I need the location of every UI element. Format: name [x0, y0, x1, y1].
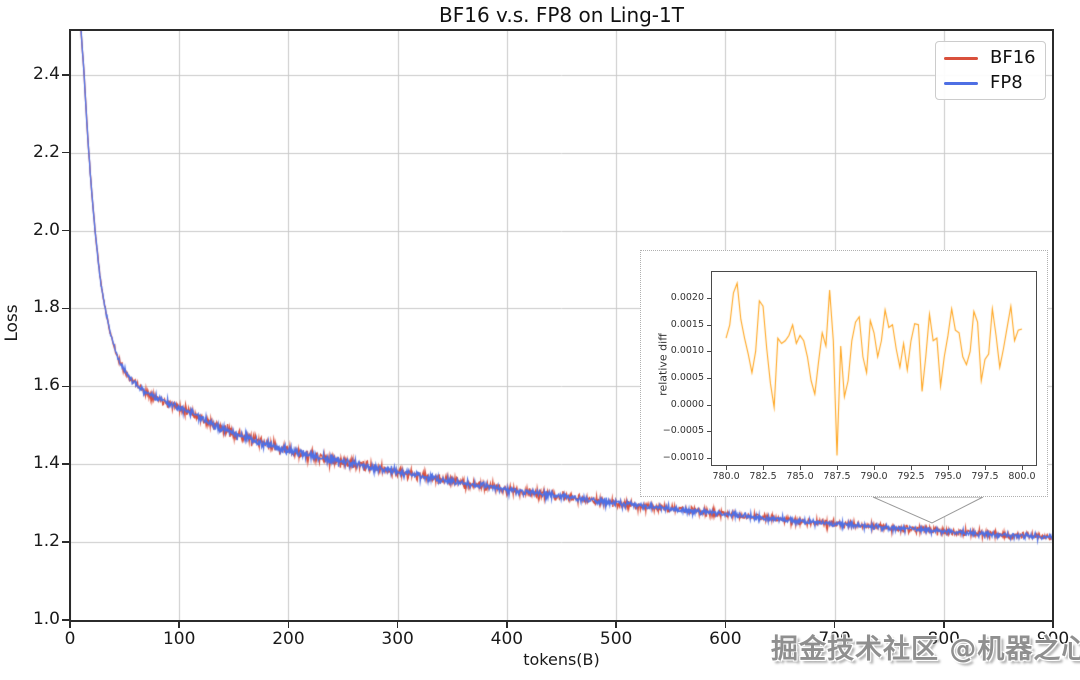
inset-y-tick-label: 0.0020: [670, 292, 704, 304]
inset-x-tick-label: 792.5: [897, 471, 925, 482]
y-tick-mark: [62, 73, 69, 76]
y-tick-label: 2.2: [32, 141, 60, 162]
y-tick-label: 1.8: [32, 297, 60, 318]
y-tick-mark: [62, 463, 69, 466]
x-tick-label: 300: [381, 629, 414, 649]
inset-x-tick-mark: [1021, 466, 1023, 470]
inset-x-tick-label: 795.0: [934, 471, 962, 482]
inset-x-tick-label: 780.0: [712, 471, 740, 482]
x-axis-label: tokens(B): [523, 650, 600, 669]
inset-x-tick-label: 790.0: [860, 471, 888, 482]
x-tick-mark: [1052, 621, 1054, 628]
x-tick-label: 700: [818, 629, 851, 649]
legend-item-fp8: FP8: [944, 74, 1035, 92]
x-tick-label: 900: [1036, 629, 1070, 649]
y-tick-mark: [62, 229, 69, 232]
legend-label: BF16: [990, 47, 1036, 68]
inset-y-tick-label: −0.0010: [662, 452, 704, 464]
x-tick-mark: [178, 621, 181, 628]
inset-x-tick-mark: [800, 466, 802, 470]
inset-x-tick-mark: [874, 466, 875, 470]
x-tick-mark: [833, 621, 836, 628]
inset-x-tick-mark: [910, 466, 912, 470]
legend-item-bf16: BF16: [944, 47, 1036, 68]
y-tick-label: 1.4: [32, 453, 60, 474]
inset-x-tick-label: 782.5: [749, 471, 777, 482]
x-tick-label: 100: [162, 629, 196, 649]
y-tick-mark: [62, 541, 69, 543]
x-tick-label: 600: [709, 629, 742, 649]
inset-y-tick-label: 0.0010: [670, 345, 704, 357]
inset-y-tick-mark: [707, 458, 711, 460]
watermark-text: 掘金技术社区 @机器之心: [771, 634, 1080, 665]
chart-title: BF16 v.s. FP8 on Ling-1T: [439, 3, 684, 27]
x-tick-mark: [69, 621, 71, 628]
legend-label: FP8: [990, 72, 1023, 93]
inset-y-tick-label: 0.0000: [670, 398, 704, 410]
inset-y-tick-label: 0.0005: [670, 372, 704, 384]
y-tick-mark: [62, 151, 69, 154]
x-tick-mark: [724, 621, 727, 628]
inset-x-tick-mark: [947, 466, 949, 470]
inset-x-tick-mark: [837, 466, 838, 470]
inset-y-tick-mark: [707, 378, 711, 380]
legend: BF16 FP8: [935, 41, 1046, 100]
inset-x-tick-mark: [726, 466, 728, 470]
inset-y-tick-mark: [707, 404, 711, 406]
inset-x-tick-mark: [763, 466, 765, 470]
inset-x-tick-label: 787.5: [823, 471, 851, 482]
inset-x-tick-label: 797.5: [971, 471, 999, 482]
inset-y-tick-label: 0.0015: [670, 318, 704, 330]
x-tick-label: 200: [272, 629, 305, 649]
x-tick-mark: [396, 621, 399, 628]
y-tick-mark: [62, 385, 69, 388]
x-tick-mark: [942, 621, 945, 628]
x-tick-mark: [506, 621, 508, 628]
inset-y-tick-mark: [707, 298, 711, 300]
inset-y-tick-mark: [707, 351, 711, 353]
x-tick-label: 0: [64, 629, 76, 649]
legend-line-swatch: [944, 81, 978, 85]
x-tick-label: 400: [490, 629, 524, 649]
y-tick-label: 1.2: [32, 531, 60, 552]
y-tick-label: 1.6: [32, 375, 60, 396]
x-tick-label: 800: [927, 629, 960, 649]
inset-y-tick-label: −0.0005: [662, 425, 704, 437]
legend-line-swatch: [944, 56, 978, 60]
y-tick-label: 1.0: [32, 609, 60, 629]
inset-y-tick-mark: [707, 324, 711, 326]
y-tick-mark: [62, 619, 69, 621]
inset-x-tick-label: 800.0: [1008, 471, 1036, 482]
x-tick-mark: [615, 621, 617, 628]
inset-x-tick-mark: [984, 466, 986, 470]
inset-y-tick-mark: [707, 431, 711, 433]
x-tick-mark: [287, 621, 290, 628]
y-tick-label: 2.4: [32, 63, 60, 84]
inset-plot-canvas: [712, 272, 1036, 465]
x-tick-label: 500: [599, 629, 633, 649]
inset-x-tick-label: 785.0: [786, 471, 814, 482]
y-tick-label: 2.0: [32, 219, 60, 240]
y-tick-mark: [62, 307, 69, 310]
